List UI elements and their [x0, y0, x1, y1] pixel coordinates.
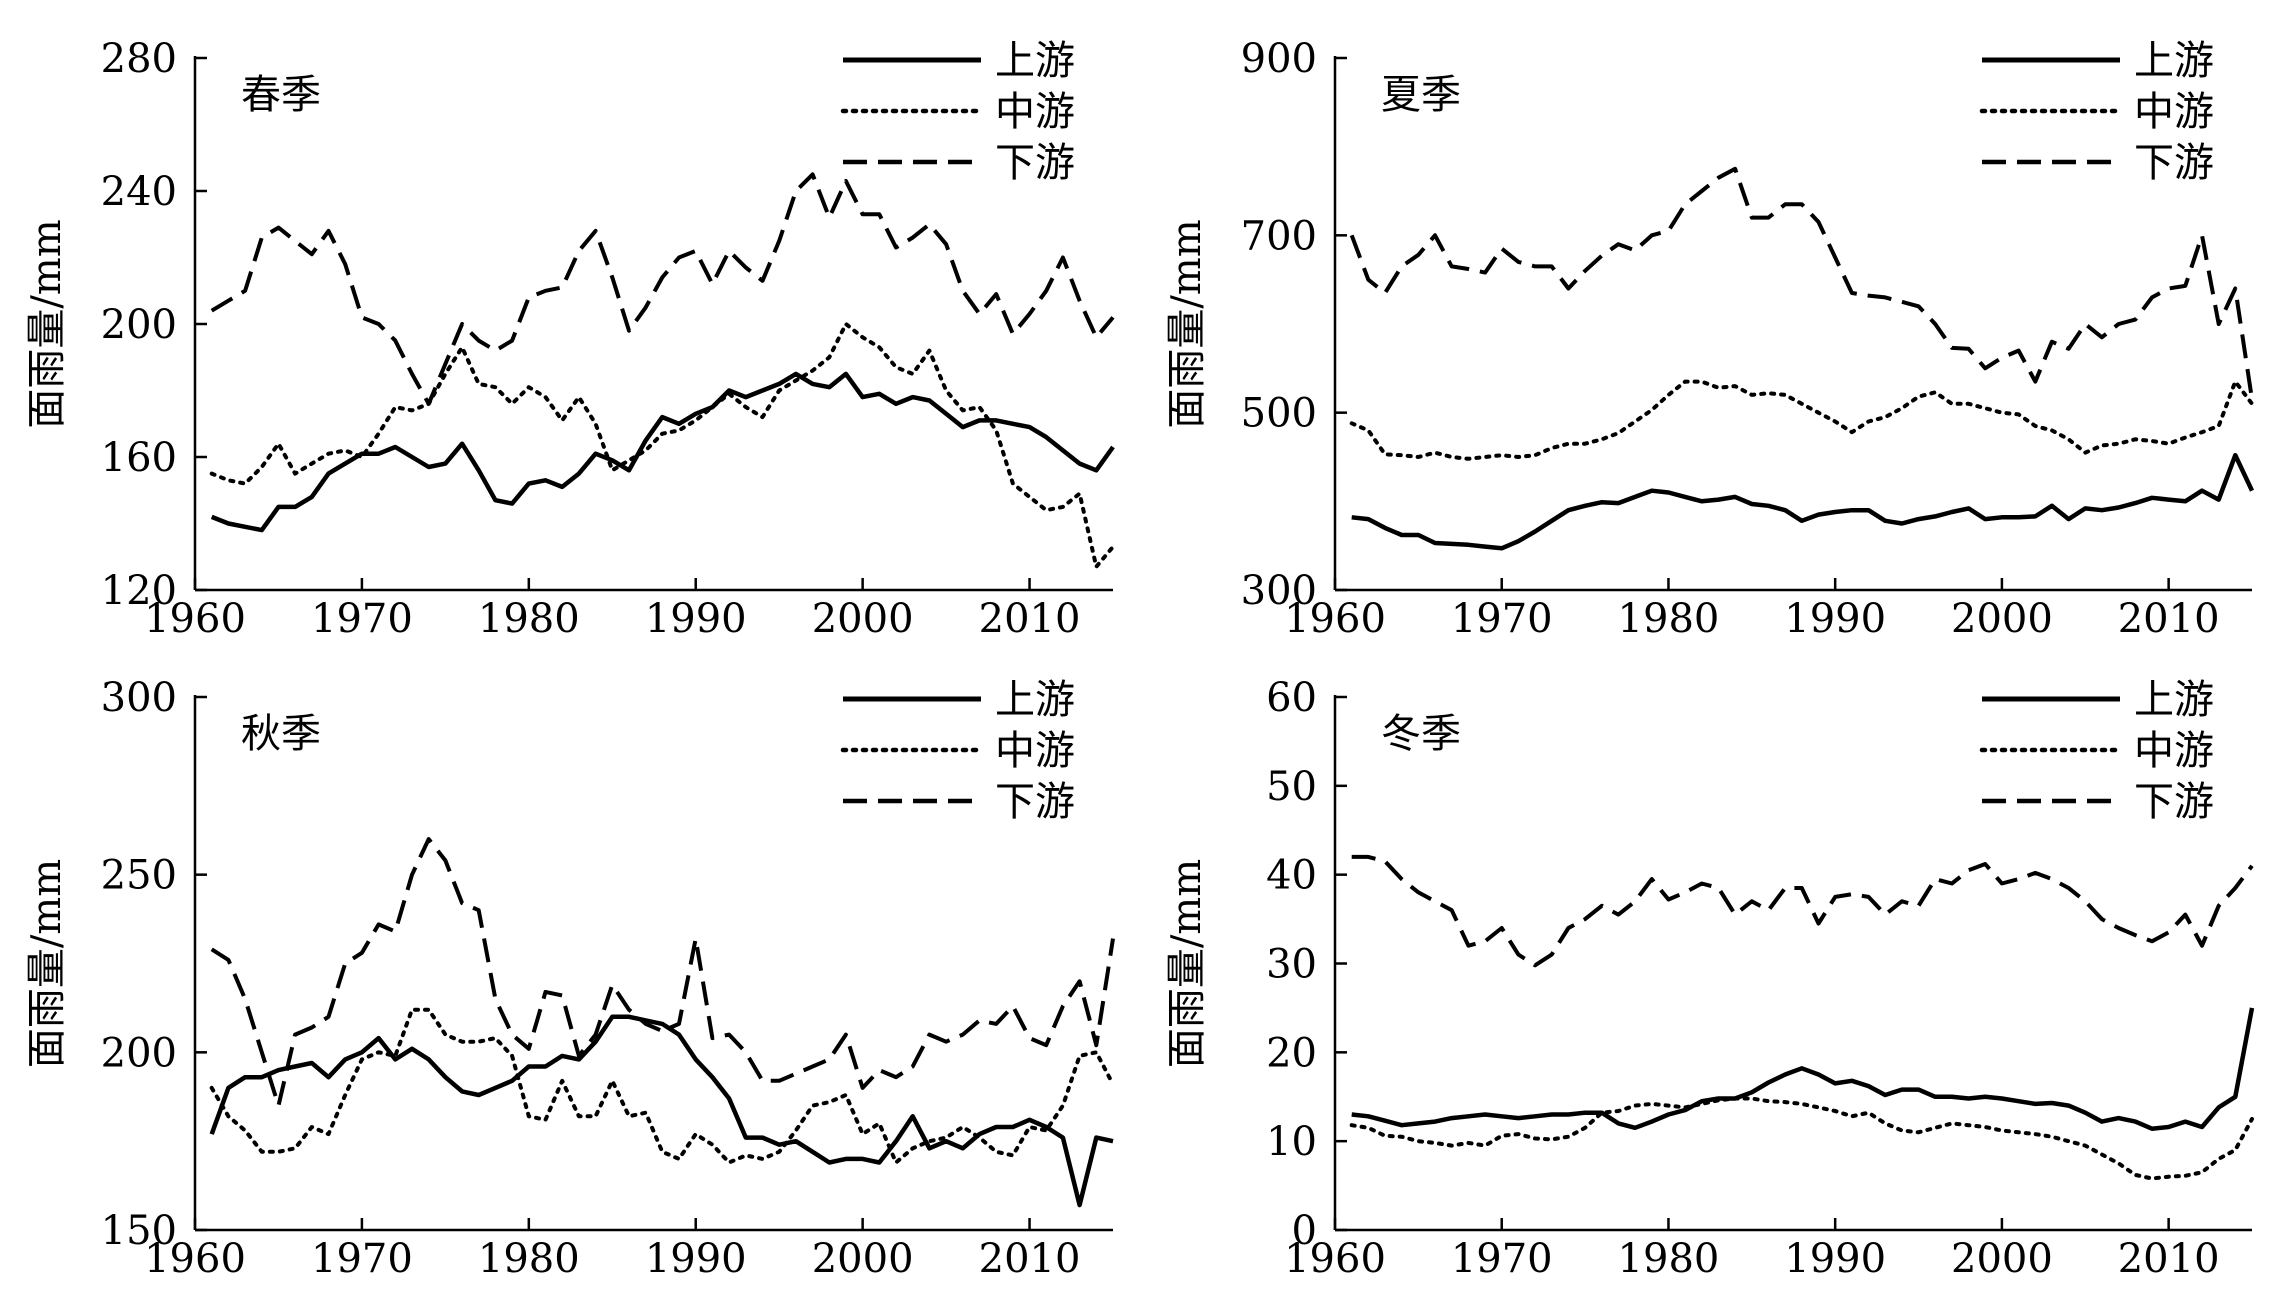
series-line-midstream	[1349, 1096, 2254, 1181]
x-tick-label: 1960	[1284, 596, 1386, 642]
series-line-downstream	[1351, 854, 2254, 968]
y-tick-label: 150	[101, 1208, 177, 1254]
y-tick-label: 120	[101, 568, 177, 614]
series-line-downstream	[1349, 166, 2254, 400]
legend-label-midstream: 中游	[2134, 728, 2214, 774]
y-tick-label: 700	[1241, 213, 1317, 259]
x-tick-label: 1980	[478, 1236, 580, 1282]
series-line-downstream	[210, 837, 1115, 1108]
x-tick-label: 1970	[1451, 1236, 1553, 1282]
legend-label-downstream: 下游	[2134, 140, 2214, 186]
y-axis-label: 面雨量/mm	[24, 219, 70, 428]
series-line-upstream	[1351, 452, 2255, 551]
x-tick-label: 2000	[812, 1236, 914, 1282]
x-tick-label: 2010	[2118, 596, 2220, 642]
season-title: 春季	[241, 72, 321, 118]
x-tick-label: 1970	[1451, 596, 1553, 642]
legend-label-upstream: 上游	[995, 677, 1075, 723]
y-tick-label: 60	[1266, 675, 1317, 721]
x-tick-label: 2000	[812, 596, 914, 642]
series-line-upstream	[209, 1014, 1114, 1208]
y-tick-label: 500	[1241, 391, 1317, 437]
legend-label-downstream: 下游	[2134, 779, 2214, 825]
x-tick-label: 1980	[478, 596, 580, 642]
y-tick-label: 50	[1266, 764, 1317, 810]
x-tick-label: 1960	[144, 1236, 246, 1282]
chart-panel-summer: 300 500 700 900 1960 1970 1980 1990 2000 2010 面雨量/…	[1164, 36, 2255, 642]
x-tick-label: 1960	[144, 596, 246, 642]
chart-panel-autumn: 150 200 250 300 1960 1970 1980 1990 2000 2010 面雨量/…	[24, 675, 1115, 1282]
x-tick-label: 1960	[1284, 1236, 1386, 1282]
chart-panel-winter: 0 10 20 30 40 50 60 1960 1970 1980 1990 2000 2010 面雨量…	[1164, 675, 2255, 1282]
legend-label-upstream: 上游	[2134, 38, 2214, 84]
x-tick-label: 1990	[645, 1236, 747, 1282]
series-line-upstream	[210, 371, 1115, 533]
y-tick-label: 10	[1266, 1119, 1317, 1165]
x-tick-label: 2010	[979, 1236, 1081, 1282]
season-title: 夏季	[1381, 72, 1461, 118]
y-tick-label: 160	[101, 435, 177, 481]
legend-label-midstream: 中游	[2134, 89, 2214, 135]
x-tick-label: 1980	[1618, 1236, 1720, 1282]
y-tick-label: 40	[1266, 853, 1317, 899]
season-title: 秋季	[241, 711, 321, 757]
legend-label-upstream: 上游	[2134, 677, 2214, 723]
y-axis-label: 面雨量/mm	[1164, 859, 1210, 1068]
y-tick-label: 300	[1241, 568, 1317, 614]
chart-panel-spring: 120 160 200 240 280 1960 1970 1980 1990 2000 2010 面…	[24, 36, 1115, 642]
y-tick-label: 280	[101, 36, 177, 82]
x-tick-label: 2010	[2118, 1236, 2220, 1282]
x-tick-label: 2000	[1951, 1236, 2053, 1282]
series-line-midstream	[209, 322, 1115, 569]
x-tick-label: 1990	[1784, 596, 1886, 642]
y-tick-label: 900	[1241, 36, 1317, 82]
x-tick-label: 2000	[1951, 596, 2053, 642]
series-line-midstream	[209, 1007, 1115, 1165]
y-tick-label: 200	[101, 1030, 177, 1076]
legend-label-midstream: 中游	[995, 728, 1075, 774]
series-line-midstream	[1349, 379, 2254, 461]
y-axis-label: 面雨量/mm	[1164, 219, 1210, 428]
x-tick-label: 1990	[645, 596, 747, 642]
legend-label-downstream: 下游	[995, 140, 1075, 186]
x-tick-label: 1990	[1784, 1236, 1886, 1282]
legend-label-upstream: 上游	[995, 38, 1075, 84]
x-tick-label: 2010	[979, 596, 1081, 642]
y-tick-label: 0	[1292, 1208, 1317, 1254]
legend-label-downstream: 下游	[995, 779, 1075, 825]
y-tick-label: 240	[101, 169, 177, 215]
y-tick-label: 300	[101, 675, 177, 721]
series-line-upstream	[1351, 1007, 2255, 1131]
season-title: 冬季	[1381, 711, 1461, 757]
y-tick-label: 20	[1266, 1030, 1317, 1076]
x-tick-label: 1970	[311, 1236, 413, 1282]
y-tick-label: 30	[1266, 942, 1317, 988]
y-tick-label: 200	[101, 302, 177, 348]
legend-label-midstream: 中游	[995, 89, 1075, 135]
x-tick-label: 1970	[311, 596, 413, 642]
series-line-downstream	[210, 172, 1115, 406]
y-axis-label: 面雨量/mm	[24, 859, 70, 1068]
y-tick-label: 250	[101, 853, 177, 899]
x-tick-label: 1980	[1618, 596, 1720, 642]
